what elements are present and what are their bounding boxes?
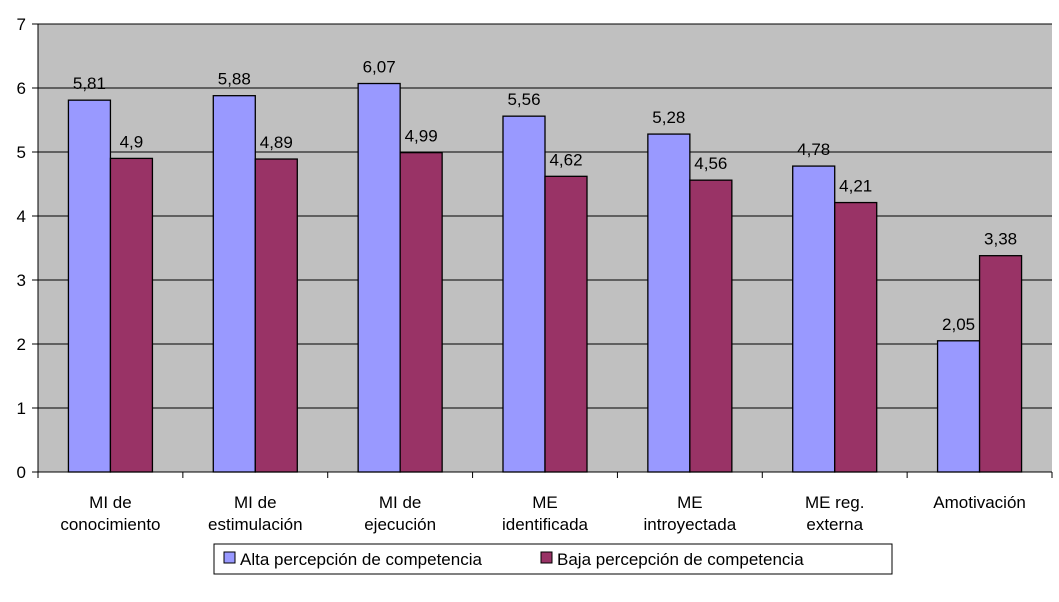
- category-label: MI de ejecución: [364, 493, 436, 534]
- category-label: MI de estimulación: [208, 493, 303, 534]
- data-label: 2,05: [942, 315, 975, 334]
- y-tick-label: 4: [17, 207, 26, 226]
- bar-alta: [67, 99, 112, 473]
- bar-alta: [212, 95, 256, 473]
- y-tick-label: 7: [17, 15, 26, 34]
- bar-alta: [647, 133, 691, 473]
- bar-alta: [936, 340, 981, 473]
- y-tick-label: 0: [17, 463, 26, 482]
- bar-baja: [978, 255, 1023, 473]
- axes: [32, 23, 1053, 478]
- category-label: Amotivación: [933, 493, 1026, 512]
- category-label: MI de conocimiento: [60, 493, 160, 534]
- category-labels: MI de conocimiento MI de estimulación MI de e…: [60, 493, 1026, 534]
- bar-baja: [399, 151, 443, 473]
- legend-label-baja: Baja percepción de competencia: [557, 550, 804, 569]
- data-label: 4,89: [260, 133, 293, 152]
- legend: Alta percepción de competencia Baja perc…: [213, 543, 893, 575]
- data-label: 4,62: [549, 150, 582, 169]
- data-label: 6,07: [363, 58, 396, 77]
- legend-label-alta: Alta percepción de competencia: [240, 550, 482, 569]
- y-tick-labels: 0 1 2 3 4 5 6 7: [17, 15, 26, 482]
- bar-baja: [689, 179, 733, 473]
- category-label: ME reg. externa: [805, 493, 865, 534]
- data-label: 5,88: [218, 70, 251, 89]
- category-label: ME introyectada: [644, 493, 737, 534]
- bar-baja: [834, 201, 878, 473]
- data-label: 4,21: [839, 177, 872, 196]
- legend-swatch-alta: [223, 551, 236, 564]
- bar-alta: [502, 115, 546, 473]
- y-tick-label: 1: [17, 399, 26, 418]
- data-label: 4,78: [797, 140, 830, 159]
- data-label: 5,28: [652, 108, 685, 127]
- data-label: 3,38: [984, 230, 1017, 249]
- bar-alta: [792, 165, 836, 473]
- legend-box: [213, 543, 893, 575]
- legend-swatch-baja: [540, 551, 553, 564]
- y-tick-label: 3: [17, 271, 26, 290]
- bar-baja: [254, 158, 298, 473]
- bar-baja: [544, 175, 588, 473]
- data-label: 5,56: [507, 90, 540, 109]
- data-label: 4,56: [694, 154, 727, 173]
- y-tick-label: 5: [17, 143, 26, 162]
- data-label: 5,81: [73, 74, 106, 93]
- category-label: ME identificada: [502, 493, 589, 534]
- data-label: 4,99: [405, 127, 438, 146]
- y-tick-label: 6: [17, 79, 26, 98]
- bar-baja: [109, 157, 154, 473]
- data-label: 4,9: [120, 132, 144, 151]
- bar-alta: [357, 82, 401, 473]
- data-labels: 5,81 4,9 5,88 4,89 6,07 4,99 5,56 4,62 5,28 4,56 4…: [73, 58, 1017, 334]
- y-tick-label: 2: [17, 335, 26, 354]
